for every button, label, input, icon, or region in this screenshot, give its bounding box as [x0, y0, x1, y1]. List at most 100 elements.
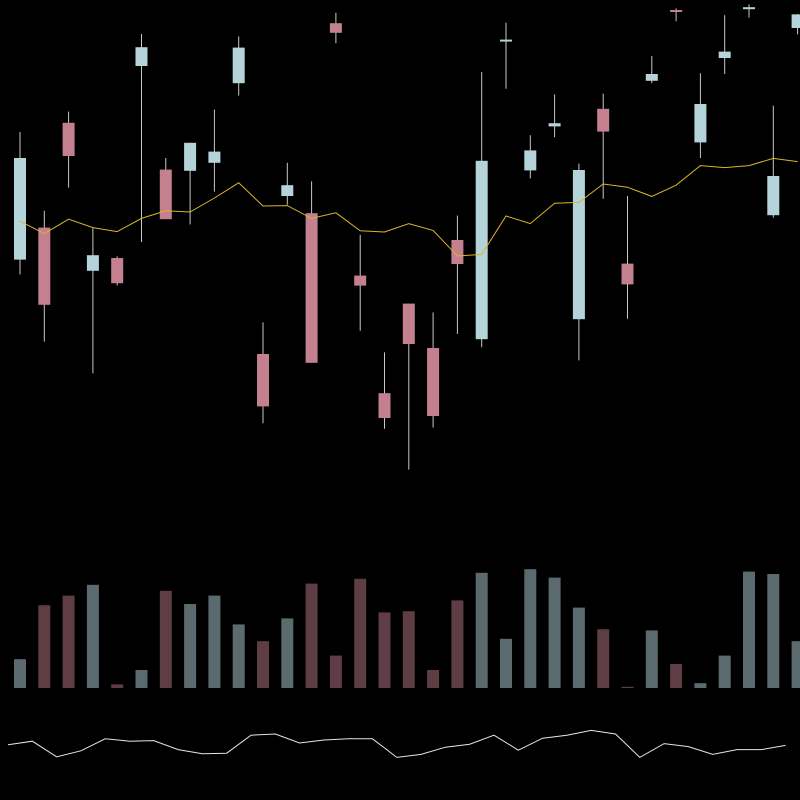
- volume-bar: [767, 574, 780, 688]
- candle: [14, 132, 26, 275]
- volume-bar: [718, 655, 731, 688]
- candle-body: [427, 348, 440, 416]
- candle: [524, 135, 537, 179]
- candle-body: [86, 255, 99, 271]
- candle-body: [572, 170, 585, 320]
- candle-body: [451, 240, 464, 264]
- candle: [743, 4, 755, 18]
- candle-body: [257, 354, 269, 407]
- candle: [548, 94, 561, 138]
- candle: [38, 210, 51, 342]
- candle-body: [305, 213, 318, 363]
- candle-body: [38, 227, 51, 305]
- candle: [281, 162, 294, 205]
- volume-bar: [548, 577, 561, 688]
- candle: [354, 234, 367, 331]
- candle-body: [135, 47, 148, 66]
- candle-body: [670, 10, 683, 12]
- candle-body: [500, 39, 512, 42]
- candle: [597, 93, 610, 199]
- volume-bar: [791, 641, 800, 688]
- volume-bar: [159, 590, 172, 688]
- volume-bar: [281, 618, 294, 688]
- volume-bar: [475, 572, 488, 688]
- candle: [184, 142, 197, 225]
- candle: [670, 8, 683, 22]
- candle-body: [524, 150, 537, 171]
- volume-bar: [14, 659, 26, 688]
- volume-bar: [621, 686, 634, 688]
- volume-bar: [135, 670, 148, 688]
- candle-body: [597, 108, 610, 132]
- candle-body: [354, 275, 367, 286]
- oscillator-line: [7, 729, 786, 759]
- candle: [645, 56, 658, 84]
- candle-body: [621, 263, 634, 285]
- candle-body: [62, 122, 75, 156]
- volume-bar: [500, 638, 512, 688]
- volume-bar: [305, 583, 318, 688]
- candle: [427, 312, 440, 428]
- candle-body: [111, 258, 124, 284]
- price-panel: [14, 4, 800, 470]
- candle-body: [14, 158, 26, 260]
- volume-panel: [14, 569, 800, 688]
- candle-body: [694, 104, 707, 143]
- candle: [257, 322, 269, 424]
- candle-body: [767, 176, 780, 216]
- candle: [305, 181, 318, 363]
- volume-bar: [743, 571, 755, 688]
- candle: [475, 72, 488, 348]
- candle: [232, 36, 245, 96]
- candle: [135, 34, 148, 242]
- candle: [718, 15, 731, 74]
- volume-bar: [572, 607, 585, 688]
- candle-body: [281, 185, 294, 196]
- volume-bar: [208, 595, 221, 688]
- volume-bar: [257, 641, 269, 688]
- candle: [791, 14, 800, 35]
- candle-body: [791, 14, 800, 28]
- candle: [62, 111, 75, 188]
- candle: [378, 352, 391, 429]
- candle: [86, 228, 99, 374]
- oscillator-panel: [7, 729, 786, 759]
- volume-bar: [402, 611, 415, 688]
- volume-bar: [86, 584, 99, 688]
- volume-bar: [427, 670, 440, 688]
- volume-bar: [524, 569, 537, 688]
- candle-body: [159, 169, 172, 220]
- candle-body: [548, 123, 561, 127]
- volume-bar: [38, 605, 51, 688]
- volume-bar: [597, 629, 610, 688]
- candle-body: [208, 151, 221, 163]
- candle: [451, 215, 464, 334]
- candle: [329, 12, 342, 44]
- candle: [111, 256, 124, 286]
- volume-bar: [378, 612, 391, 688]
- volume-bar: [329, 655, 342, 688]
- volume-bar: [451, 600, 464, 688]
- candle-body: [645, 74, 658, 81]
- candle: [500, 22, 512, 89]
- candle: [572, 163, 585, 361]
- candle: [621, 196, 634, 319]
- volume-bar: [694, 683, 707, 688]
- candle-body: [329, 23, 342, 33]
- volume-bar: [111, 684, 124, 688]
- candle: [694, 73, 707, 158]
- candle-body: [475, 160, 488, 340]
- candle: [208, 109, 221, 192]
- candle: [402, 303, 415, 470]
- candle: [767, 105, 780, 218]
- candle: [159, 158, 172, 220]
- candle-body: [184, 142, 197, 171]
- volume-bar: [645, 630, 658, 688]
- volume-bar: [62, 595, 75, 688]
- candle-body: [232, 47, 245, 84]
- volume-bar: [354, 578, 367, 688]
- moving-average-line: [19, 157, 798, 257]
- volume-bar: [184, 604, 197, 688]
